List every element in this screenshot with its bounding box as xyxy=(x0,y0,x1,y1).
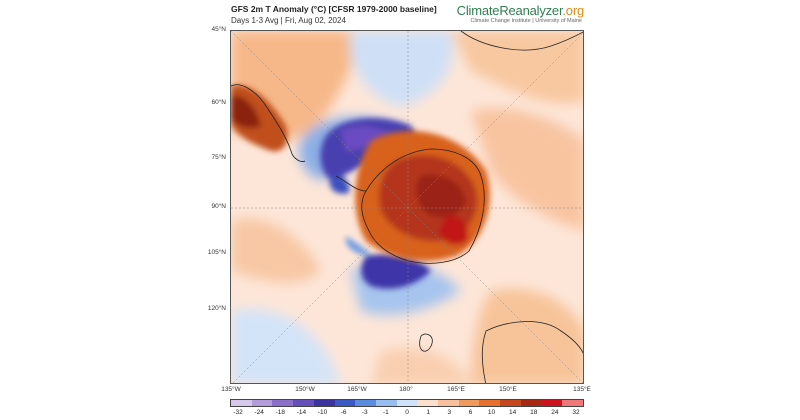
australia-coastline xyxy=(481,321,583,383)
color-scale-segment xyxy=(417,400,439,406)
lon-label-135e: 135°E xyxy=(573,386,591,393)
lon-label-165w: 165°W xyxy=(347,386,367,393)
color-scale-tick-label: 18 xyxy=(530,409,538,416)
lon-label-135w: 135°W xyxy=(221,386,241,393)
color-scale-tick-label: -6 xyxy=(340,409,347,416)
lat-label-105: 105°N xyxy=(207,249,226,256)
color-scale-segment xyxy=(458,400,480,406)
color-scale-tick-label: -14 xyxy=(296,409,307,416)
map-subtitle: Days 1-3 Avg | Fri, Aug 02, 2024 xyxy=(231,16,346,25)
lat-label-45: 45°N xyxy=(211,26,226,33)
color-scale-tick-label: -24 xyxy=(254,409,264,416)
color-scale-bar xyxy=(230,399,584,407)
color-scale-segment xyxy=(293,400,314,406)
anomaly-map[interactable] xyxy=(230,30,584,384)
lat-label-120: 120°N xyxy=(207,305,226,312)
color-scale-segment xyxy=(396,400,418,406)
lon-label-150w: 150°W xyxy=(295,386,315,393)
color-scale-segment xyxy=(479,400,501,406)
color-scale-tick-label: -32 xyxy=(233,409,243,416)
color-scale-tick-label: 24 xyxy=(551,409,559,416)
color-scale-segment xyxy=(500,400,521,406)
anomaly-map-svg xyxy=(231,31,583,383)
color-scale-segment xyxy=(541,400,563,406)
color-scale-tick-label: 6 xyxy=(468,409,473,416)
lat-label-60: 60°N xyxy=(211,99,226,106)
color-scale-segment xyxy=(334,400,356,406)
map-title: GFS 2m T Anomaly (°C) [CFSR 1979-2000 ba… xyxy=(231,4,437,14)
color-scale-segment xyxy=(231,400,252,406)
color-scale-tick-label: 1 xyxy=(426,409,430,416)
south-america-coastline xyxy=(231,84,306,162)
brand-tld: .org xyxy=(562,3,584,18)
color-scale-tick-label: -18 xyxy=(275,409,285,416)
lon-label-180: 180° xyxy=(399,386,413,393)
lon-label-165e: 165°E xyxy=(447,386,465,393)
new-zealand-coastline xyxy=(419,333,433,352)
color-scale-segment xyxy=(438,400,459,406)
lat-label-90: 90°N xyxy=(211,203,226,210)
color-scale-segment xyxy=(375,400,397,406)
color-scale-segment xyxy=(272,400,294,406)
color-scale-segment xyxy=(251,400,273,406)
antarctica-coastline xyxy=(361,148,485,264)
lon-label-150e: 150°E xyxy=(499,386,517,393)
graticule xyxy=(231,31,583,383)
lat-label-75: 75°N xyxy=(211,154,226,161)
color-scale-tick-label: 10 xyxy=(487,409,496,416)
color-scale-tick-label: 14 xyxy=(509,409,517,416)
color-scale-segment xyxy=(313,400,335,406)
color-scale-tick-label: -1 xyxy=(382,409,389,416)
color-scale-tick-label: -10 xyxy=(317,409,328,416)
brand-subtitle: Climate Change Institute | University of… xyxy=(470,18,582,24)
brand-name: ClimateReanalyzer xyxy=(456,3,563,18)
color-scale-tick-label: 32 xyxy=(572,409,580,416)
color-scale-tick-label: -3 xyxy=(361,409,368,416)
color-scale-segment xyxy=(355,400,376,406)
color-scale-segment xyxy=(562,400,583,406)
antarctic-peninsula-coastline xyxy=(335,175,367,192)
coastlines xyxy=(231,31,583,383)
color-scale-segment xyxy=(520,400,542,406)
color-scale-labels: -32 -24 -18 -14 -10 -6 -3 -1 0 1 3 6 10 14 18 24 32 xyxy=(230,409,584,419)
color-scale-tick-label: 3 xyxy=(447,409,452,416)
africa-coastline xyxy=(460,31,583,51)
color-scale-tick-label: 0 xyxy=(405,409,409,416)
warm-anomalies xyxy=(231,85,490,261)
brand-logo[interactable]: ClimateReanalyzer.org xyxy=(456,3,585,18)
